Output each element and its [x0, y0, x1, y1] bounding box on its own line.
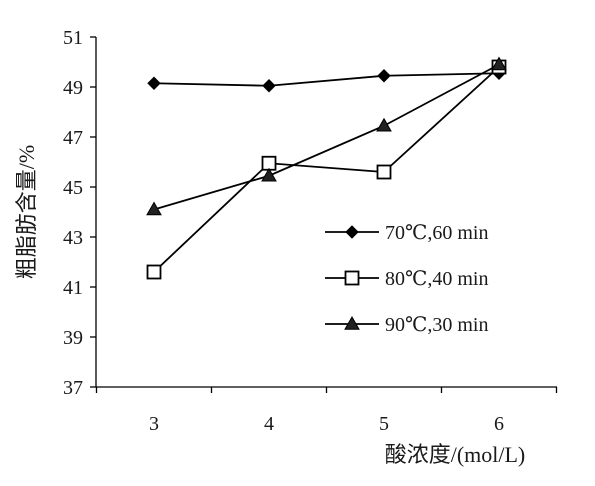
- series-1: [147, 66, 506, 93]
- legend-item: 80℃,40 min: [325, 268, 489, 290]
- data-point: [146, 264, 162, 280]
- data-point: [262, 79, 276, 93]
- y-axis-ticks: 37 39 41 43 45 47 49 51: [63, 27, 96, 399]
- y-tick-label: 39: [63, 327, 83, 349]
- data-point: [376, 117, 392, 132]
- legend-marker: [345, 225, 359, 239]
- legend-item: 70℃,60 min: [325, 222, 489, 244]
- data-point: [261, 167, 277, 182]
- y-tick-label: 37: [63, 377, 83, 399]
- y-tick-label: 43: [63, 227, 83, 249]
- y-tick-label: 51: [63, 27, 83, 49]
- data-point: [147, 76, 161, 90]
- legend-label: 70℃,60 min: [385, 222, 489, 244]
- y-axis-title: 粗脂肪含量/%: [14, 145, 39, 279]
- x-axis-title: 酸浓度/(mol/L): [385, 442, 526, 467]
- legend-label: 90℃,30 min: [385, 314, 489, 336]
- x-tick-label: 3: [149, 413, 159, 435]
- legend: 70℃,60 min 80℃,40 min 90℃,30 min: [325, 222, 489, 336]
- legend-item: 90℃,30 min: [325, 314, 489, 336]
- series-2: [146, 59, 507, 280]
- y-tick-label: 49: [63, 77, 83, 99]
- series-line: [153, 63, 500, 211]
- series-line: [153, 72, 500, 87]
- y-tick-label: 41: [63, 277, 83, 299]
- legend-label: 80℃,40 min: [385, 268, 489, 290]
- data-point: [377, 69, 391, 83]
- y-tick-label: 45: [63, 177, 83, 199]
- data-point: [376, 164, 392, 180]
- legend-marker: [344, 270, 360, 286]
- legend-marker: [344, 315, 360, 330]
- y-tick-label: 47: [63, 127, 83, 149]
- series-3: [146, 56, 507, 216]
- x-tick-label: 4: [264, 413, 274, 435]
- data-point: [146, 201, 162, 216]
- x-tick-label: 6: [494, 413, 504, 435]
- data-point: [491, 56, 507, 71]
- series-line: [153, 66, 500, 273]
- series-lines: [146, 56, 507, 280]
- x-tick-label: 5: [379, 413, 389, 435]
- x-axis-ticks: 3 4 5 6: [95, 387, 558, 435]
